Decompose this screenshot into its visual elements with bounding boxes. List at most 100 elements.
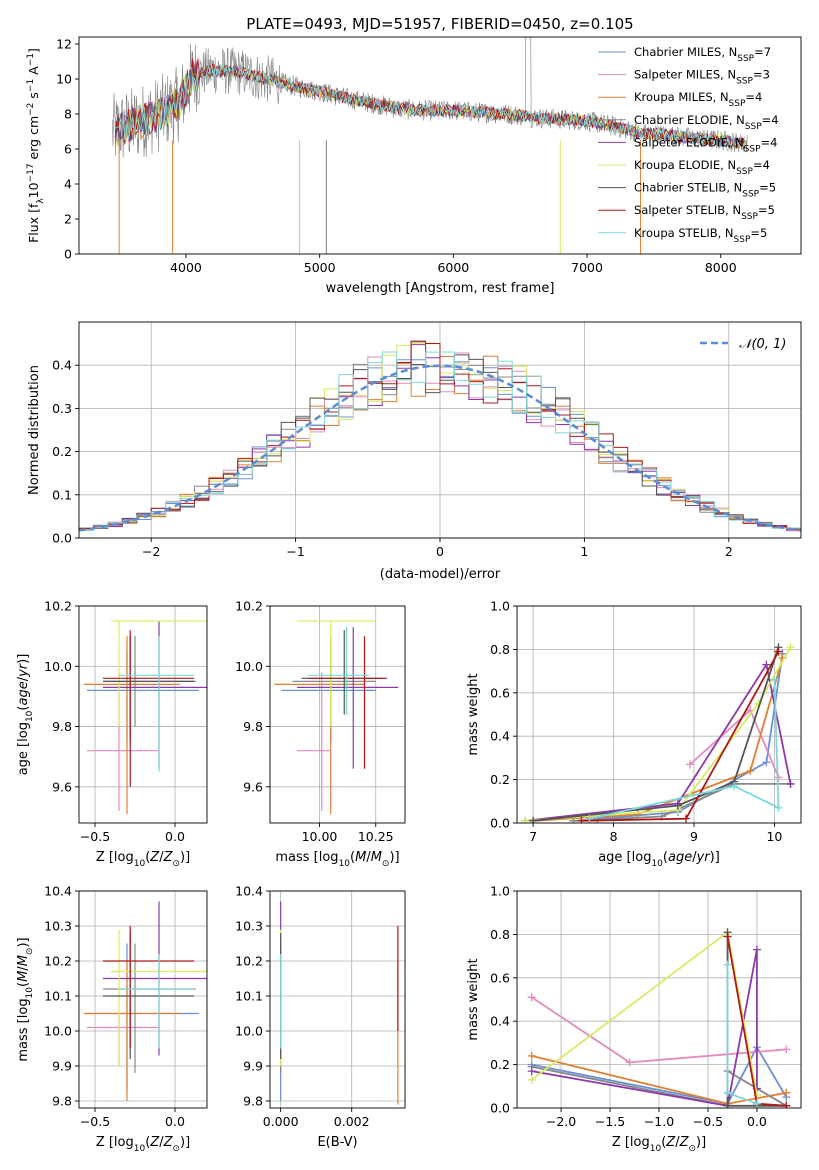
y-tick-label: 0.2 (490, 1057, 510, 1072)
legend-entry: Kroupa ELODIE, NSSP=4 (634, 158, 770, 177)
legend-entry: Salpeter STELIB, NSSP=5 (634, 203, 775, 222)
y-tick-label: 1.0 (490, 599, 510, 614)
y-tick-label: 0.2 (490, 772, 510, 787)
errorbars (83, 901, 207, 1101)
legend-entry: 𝒩(0, 1) (739, 337, 786, 352)
x-tick-label: −1 (286, 544, 304, 559)
y-tick-label: 0.1 (52, 487, 72, 502)
x-axis-label: Z [log10(Z/Z⊙)] (612, 1135, 706, 1154)
y-axis-label: Flux [fλ10−17 erg cm−2 s−1 A−1] (26, 48, 46, 243)
x-tick-label: 4000 (170, 260, 202, 275)
point-marker (723, 1101, 732, 1108)
axes-frame (78, 36, 802, 255)
point-marker (527, 1075, 536, 1084)
y-tick-label: 10.2 (235, 599, 263, 614)
observed-spectrum (112, 37, 748, 158)
legend-entry: Kroupa MILES, NSSP=4 (634, 90, 762, 109)
point-marker (782, 1045, 791, 1054)
y-tick-label: 9.8 (52, 1094, 72, 1109)
y-tick-label: 1.0 (490, 884, 510, 899)
x-axis-label: wavelength [Angstrom, rest frame] (326, 281, 555, 296)
x-tick-label: 0.000 (263, 1114, 299, 1129)
x-axis-label: Z [log10(Z/Z⊙)] (96, 850, 190, 869)
axes-frame (269, 890, 406, 1109)
y-tick-label: 9.9 (52, 1059, 72, 1074)
point-marker (746, 766, 755, 775)
x-tick-label: 8000 (705, 260, 737, 275)
histograms (79, 340, 801, 533)
x-tick-label: 0 (436, 544, 444, 559)
y-tick-label: 0.4 (490, 1014, 510, 1029)
y-tick-label: 0.2 (52, 444, 72, 459)
y-tick-label: 0.0 (490, 1101, 510, 1116)
x-tick-label: 10.00 (302, 829, 338, 844)
point-marker (774, 647, 783, 656)
chart-age_vs_Z: −0.5 0.0 9.6 9.8 10.0 10.2 Z [log10(Z/Z⊙)] age … (16, 599, 208, 869)
axes-frame (269, 605, 406, 824)
figure-title: PLATE=0493, MJD=51957, FIBERID=0450, z=0… (246, 15, 633, 33)
point-marker (786, 779, 795, 788)
x-tick-label: 5000 (304, 260, 336, 275)
point-marker (723, 1088, 732, 1097)
y-axis-label: Normed distribution (27, 365, 42, 495)
x-axis-label: (data-model)/error (380, 567, 501, 582)
legend-entry: Chabrier ELODIE, NSSP=4 (634, 113, 779, 132)
y-tick-label: 10.2 (44, 954, 72, 969)
y-tick-label: 10.2 (235, 954, 263, 969)
chart-residuals: −2 −1 0 1 2 0.0 0.1 0.2 0.3 0.4 (data-model)/error… (27, 321, 802, 582)
chart-mass_vs_ebv: 0.000 0.002 9.8 9.9 10.0 10.1 10.2 10.3 10.4 E(B-… (235, 884, 406, 1150)
point-marker (521, 816, 530, 823)
point-marker (529, 816, 538, 823)
x-tick-label: −2 (142, 544, 160, 559)
x-tick-label: 7000 (571, 260, 603, 275)
x-axis-label: mass [log10(M/M⊙)] (275, 850, 399, 869)
histogram-8 (79, 351, 801, 533)
y-axis-label: mass weight (466, 958, 481, 1040)
y-tick-label: 0.0 (52, 531, 72, 546)
legend-entry: Chabrier MILES, NSSP=7 (634, 45, 771, 64)
chart-age_vs_mass: 10.00 10.25 9.6 9.8 10.0 10.2 mass [log10(M/M⊙… (235, 599, 406, 869)
legend: Chabrier MILES, NSSP=7 Salpeter MILES, NS… (598, 45, 779, 245)
y-tick-label: 12 (56, 37, 72, 52)
y-tick-label: 10.2 (44, 599, 72, 614)
y-tick-label: 10.0 (235, 1024, 263, 1039)
x-tick-label: 0.002 (334, 1114, 370, 1129)
chart-massweight_vs_Z: −2.0 −1.5 −1.0 −0.5 0.0 0.0 0.2 0.4 0.6 0.8 1.0 Z [… (466, 884, 802, 1154)
x-tick-label: 7 (529, 829, 537, 844)
point-marker (723, 960, 732, 969)
y-tick-label: 0.0 (490, 816, 510, 831)
x-tick-label: 9 (690, 829, 698, 844)
point-marker (752, 1090, 761, 1099)
point-marker (527, 1067, 536, 1076)
point-marker (673, 801, 682, 810)
weight-lines (521, 643, 795, 823)
y-tick-label: 9.6 (52, 779, 72, 794)
x-tick-label: 2 (725, 544, 733, 559)
y-tick-label: 10.4 (44, 884, 72, 899)
x-tick-label: −0.5 (80, 829, 110, 844)
point-marker (752, 945, 761, 954)
point-marker (585, 814, 594, 823)
weight-series-6 (533, 646, 780, 822)
point-marker (752, 1099, 761, 1108)
y-axis-label: mass weight (466, 673, 481, 755)
point-marker (782, 1101, 791, 1108)
y-tick-label: 10.3 (235, 919, 263, 934)
x-tick-label: −2.0 (546, 1114, 576, 1129)
weight-lines (527, 928, 791, 1108)
weight-series-2 (533, 657, 784, 822)
point-marker (681, 814, 690, 823)
y-tick-label: 9.6 (243, 779, 263, 794)
y-tick-label: 10.0 (235, 659, 263, 674)
point-marker (770, 675, 779, 684)
y-tick-label: 9.8 (243, 719, 263, 734)
x-tick-label: −0.5 (693, 1114, 723, 1129)
x-tick-label: 8 (610, 829, 618, 844)
point-marker (625, 1058, 634, 1067)
x-axis-label: E(B-V) (317, 1135, 357, 1150)
y-tick-label: 10.3 (44, 919, 72, 934)
point-marker (685, 760, 694, 769)
weight-series-4 (531, 949, 758, 1107)
x-tick-label: 6000 (437, 260, 469, 275)
